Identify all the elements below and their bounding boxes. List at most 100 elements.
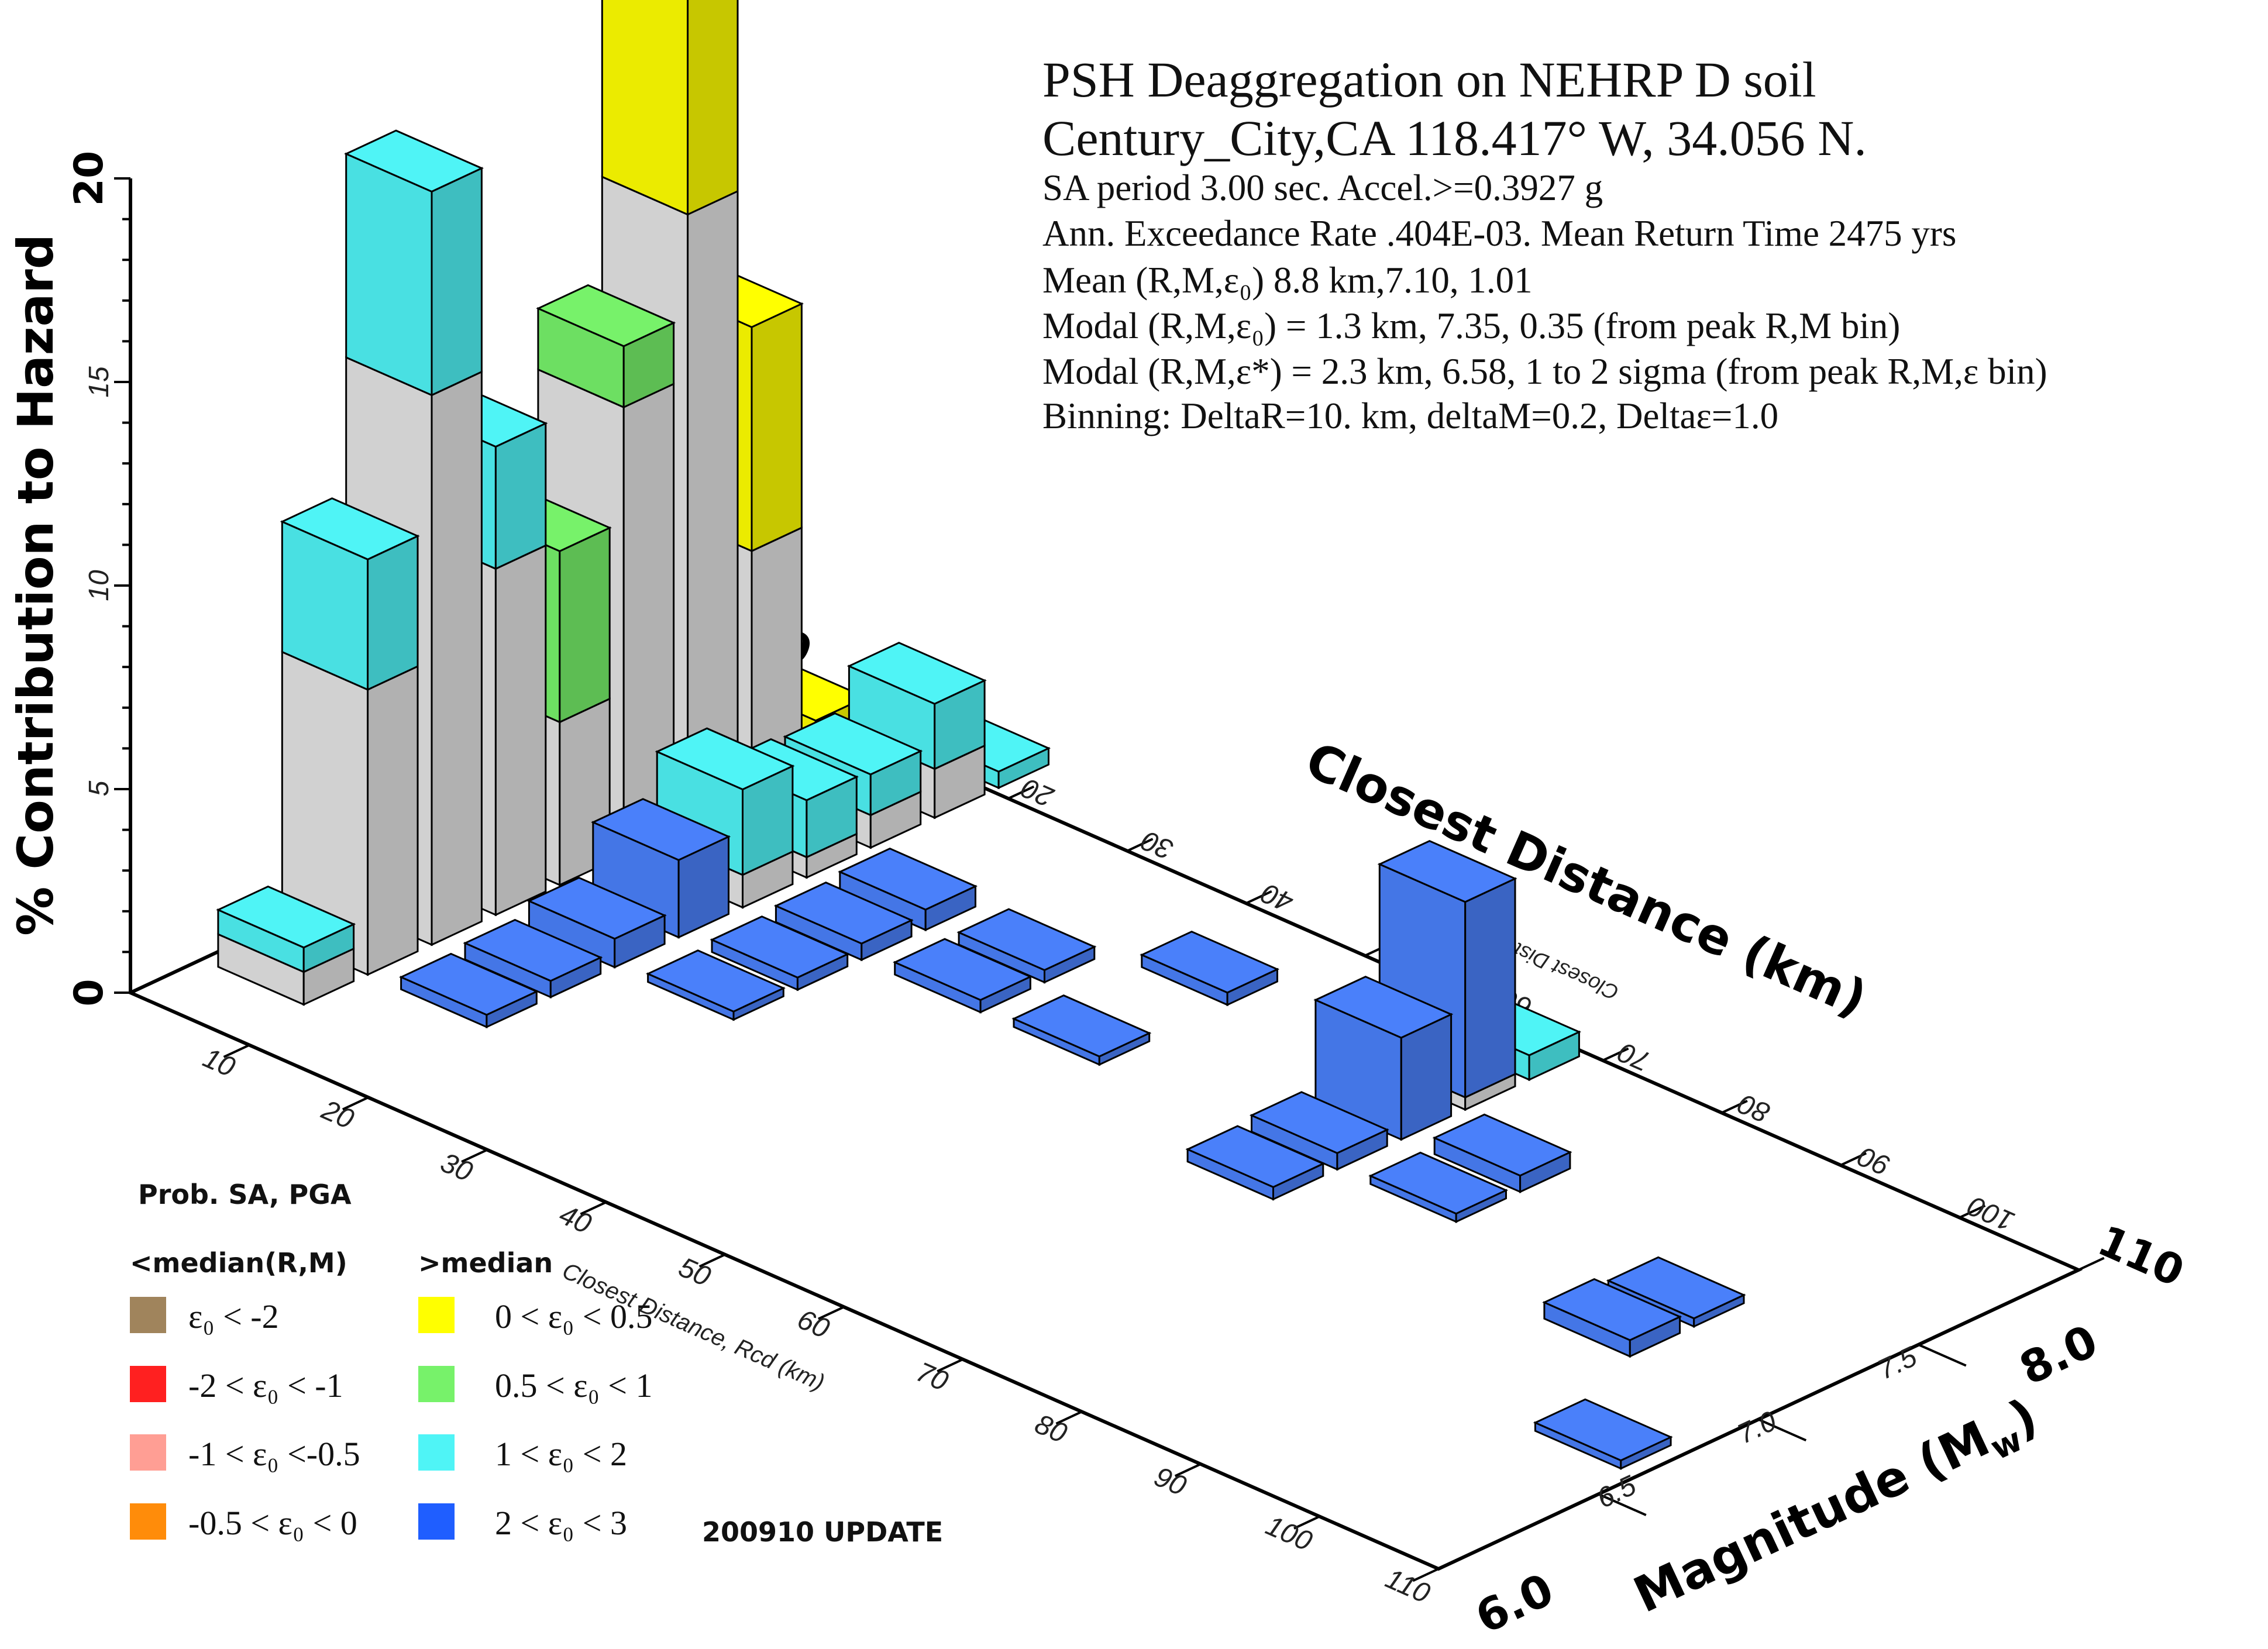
- bar-top-face: [1606, 1256, 1746, 1320]
- bar-front-face: [367, 665, 419, 976]
- bar-top-face: [463, 918, 603, 982]
- bar-front-face: [687, 0, 739, 216]
- legend-title: Prob. SA, PGA: [138, 1179, 352, 1210]
- legend-label-eps-2-3: 2 < ε₀ < 3: [495, 1504, 627, 1542]
- legend-swatch-eps-0-05: [418, 1297, 455, 1333]
- magnitude-tick-mark: [1918, 1343, 1967, 1367]
- front-distance-tick-mark: [698, 1253, 726, 1268]
- bar-top-face: [591, 798, 731, 861]
- bar-top-face: [838, 847, 978, 911]
- bar-top-face: [398, 952, 539, 1016]
- front-distance-tick-mark: [580, 1201, 607, 1216]
- info-line-6: Binning: DeltaR=10. km, deltaM=0.2, Delt…: [1042, 395, 1778, 436]
- bar-front-face: [494, 544, 547, 917]
- legend-swatch-eps-neg1-neg05: [130, 1434, 166, 1471]
- back-dist-label-110: 110: [2091, 1216, 2191, 1296]
- back-distance-tick-mark: [1959, 1204, 1986, 1219]
- bar-top-face: [655, 727, 795, 791]
- back-distance-tick-mark: [1126, 838, 1154, 852]
- bar-front-face: [1464, 877, 1516, 1099]
- bar-side-face: [601, 0, 689, 216]
- legend-label-eps-neg05-0: -0.5 < ε₀ < 0: [188, 1504, 357, 1542]
- legend-swatch-eps-neg05-0: [130, 1503, 166, 1540]
- chart-title-line-1: PSH Deaggregation on NEHRP D soil: [1042, 51, 1816, 108]
- front-dist-tick-110: 110: [1381, 1563, 1435, 1609]
- front-dist-tick-80: 80: [1030, 1409, 1072, 1450]
- front-dist-tick-10: 10: [198, 1042, 240, 1083]
- bar-top-face: [1140, 930, 1280, 994]
- info-line-2: Ann. Exceedance Rate .404E-03. Mean Retu…: [1042, 213, 1956, 254]
- legend-swatch-eps-2-3: [418, 1503, 455, 1540]
- back-distance-tick-mark: [1840, 1152, 1867, 1166]
- bar-top-face: [536, 284, 676, 347]
- legend-swatch-eps-lt-neg2: [130, 1297, 166, 1333]
- z-axis-ticks: [114, 177, 130, 994]
- z-axis-label: % Contribution to Hazard: [7, 234, 64, 936]
- front-distance-tick-mark: [818, 1306, 845, 1320]
- front-dist-tick-60: 60: [793, 1304, 834, 1345]
- front-dist-tick-40: 40: [555, 1199, 596, 1240]
- info-line-1: SA period 3.00 sec. Accel.>=0.3927 g: [1042, 167, 1603, 208]
- mag-end-6-0: 6.0: [1468, 1563, 1561, 1644]
- bar-top-face: [1377, 839, 1517, 903]
- bar-top-face: [1249, 1091, 1389, 1154]
- bar-front-face: [367, 535, 419, 691]
- legend: Prob. SA, PGA <median(R,M) >median ε₀ < …: [130, 1179, 943, 1548]
- bars-group: [216, 0, 1746, 1470]
- magnitude-tick-mark: [1598, 1493, 1647, 1516]
- front-dist-tick-90: 90: [1150, 1461, 1191, 1502]
- bar-front-face: [431, 370, 483, 946]
- bar-top-face: [280, 497, 420, 560]
- back-distance-tick-mark: [1602, 1047, 1629, 1062]
- front-distance-tick-mark: [1293, 1515, 1320, 1530]
- front-dist-tick-70: 70: [911, 1357, 953, 1397]
- bar-top-face: [1542, 1278, 1682, 1341]
- bar-top-face: [526, 876, 667, 940]
- z-tick-15: 15: [84, 366, 115, 398]
- front-distance-tick-mark: [1412, 1568, 1439, 1582]
- bar-top-face: [645, 949, 786, 1013]
- legend-label-eps-lt-neg2: ε₀ < -2: [188, 1297, 279, 1335]
- front-distance-tick-mark: [937, 1358, 963, 1373]
- bar-top-face: [783, 712, 923, 776]
- bar-top-face: [846, 642, 987, 705]
- axis-ticks: [223, 733, 2105, 1582]
- bar-top-face: [1432, 1113, 1572, 1177]
- bar-top-face: [773, 882, 914, 945]
- legend-label-eps-05-1: 0.5 < ε₀ < 1: [495, 1366, 653, 1404]
- legend-footer: 200910 UPDATE: [702, 1516, 943, 1548]
- bar-top-face: [344, 129, 484, 193]
- bar-top-face: [1368, 1151, 1509, 1215]
- bar-top-face: [216, 885, 356, 949]
- bar-top-face: [1011, 994, 1152, 1058]
- z-tick-0: 0: [66, 979, 112, 1006]
- bar-front-face: [431, 167, 483, 397]
- back-distance-tick-mark: [1007, 785, 1035, 800]
- magnitude-tick-mark: [1758, 1418, 1807, 1442]
- front-distance-tick-mark: [223, 1044, 250, 1058]
- front-distance-tick-mark: [1055, 1410, 1083, 1425]
- front-dist-tick-50: 50: [674, 1252, 715, 1293]
- bar-front-face: [751, 302, 803, 553]
- front-dist-tick-30: 30: [436, 1147, 477, 1188]
- legend-swatch-eps-1-2: [418, 1434, 455, 1471]
- legend-label-eps-neg1-neg05: -1 < ε₀ <-0.5: [188, 1435, 360, 1473]
- chart-title-line-2: Century_City,CA 118.417° W, 34.056 N.: [1042, 110, 1867, 166]
- bar-side-face: [345, 152, 433, 397]
- mag-end-8-0: 8.0: [2012, 1314, 2105, 1395]
- legend-left-header: <median(R,M): [130, 1247, 347, 1279]
- back-distance-tick-mark: [1721, 1100, 1748, 1114]
- legend-label-eps-0-05: 0 < ε₀ < 0.5: [495, 1297, 653, 1335]
- back-distance-tick-mark: [2078, 1256, 2105, 1271]
- info-line-3: Mean (R,M,ε₀) 8.8 km,7.10, 1.01: [1042, 260, 1533, 301]
- bar-front-face: [559, 526, 611, 724]
- front-dist-tick-20: 20: [316, 1094, 358, 1135]
- bar-top-face: [893, 938, 1033, 1001]
- legend-swatch-eps-neg2-neg1: [130, 1366, 166, 1402]
- z-tick-10: 10: [84, 570, 115, 601]
- z-tick-20: 20: [66, 151, 112, 206]
- front-dist-tick-100: 100: [1261, 1510, 1317, 1557]
- bar-top-face: [1533, 1398, 1673, 1462]
- info-line-4: Modal (R,M,ε₀) = 1.3 km, 7.35, 0.35 (fro…: [1042, 305, 1900, 346]
